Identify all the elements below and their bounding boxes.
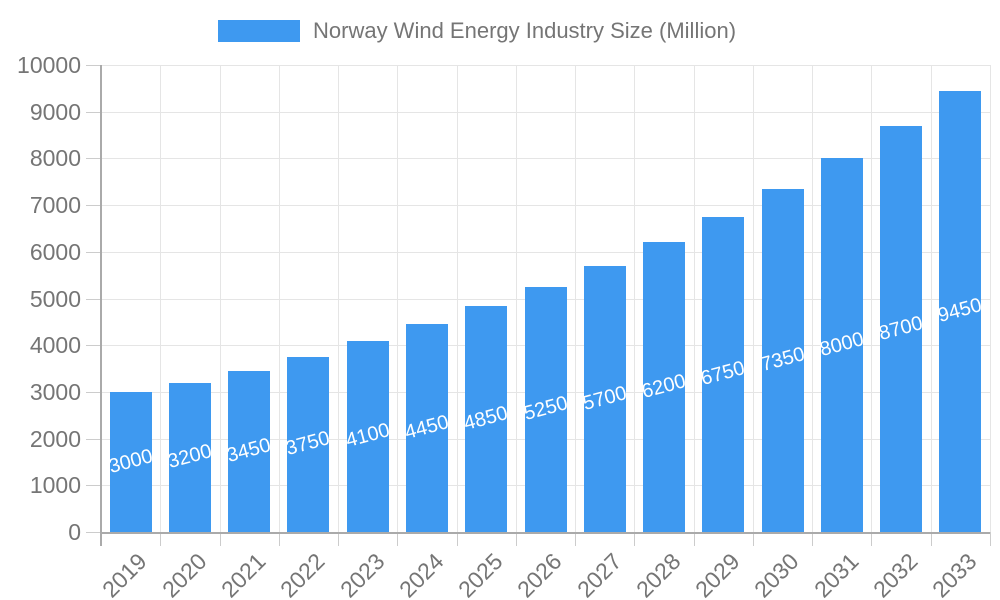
x-axis-tick-label: 2028 bbox=[630, 548, 686, 600]
bar-2020[interactable] bbox=[168, 382, 211, 532]
x-axis-tick bbox=[752, 532, 754, 546]
y-axis-tick-label: 5000 bbox=[29, 285, 81, 312]
bar-2025[interactable] bbox=[465, 305, 508, 532]
y-axis-line bbox=[100, 65, 102, 546]
y-gridline bbox=[101, 65, 990, 66]
x-axis-tick bbox=[990, 532, 991, 546]
y-axis-tick-label: 7000 bbox=[29, 192, 81, 219]
x-axis-tick bbox=[871, 532, 873, 546]
x-gridline bbox=[456, 65, 458, 532]
y-axis-tick-label: 4000 bbox=[29, 332, 81, 359]
x-axis-tick bbox=[515, 532, 517, 546]
y-axis-tick bbox=[86, 205, 101, 207]
y-axis-tick-label: 3000 bbox=[29, 378, 81, 405]
x-gridline bbox=[397, 65, 399, 532]
x-axis-tick bbox=[634, 532, 636, 546]
y-axis-tick bbox=[86, 251, 101, 253]
y-axis-tick bbox=[86, 65, 101, 66]
bar-2028[interactable] bbox=[643, 242, 686, 532]
x-axis-tick-label: 2020 bbox=[156, 548, 212, 600]
y-axis-tick bbox=[86, 111, 101, 113]
x-axis-tick-label: 2029 bbox=[690, 548, 745, 600]
x-axis-tick bbox=[278, 532, 280, 546]
y-axis-tick-label: 9000 bbox=[29, 98, 81, 125]
y-gridline bbox=[101, 251, 990, 253]
y-axis-tick bbox=[86, 298, 101, 300]
x-axis-tick-label: 2024 bbox=[393, 548, 449, 600]
y-gridline bbox=[101, 111, 990, 113]
x-gridline bbox=[575, 65, 577, 532]
x-gridline bbox=[990, 65, 991, 532]
bar-2022[interactable] bbox=[287, 356, 330, 532]
y-axis-tick bbox=[86, 158, 101, 160]
x-gridline bbox=[515, 65, 517, 532]
bar-2031[interactable] bbox=[820, 158, 863, 532]
x-gridline bbox=[278, 65, 280, 532]
bar-2026[interactable] bbox=[524, 286, 567, 532]
x-gridline bbox=[338, 65, 340, 532]
y-axis-tick-label: 8000 bbox=[29, 145, 81, 172]
y-axis-tick-label: 2000 bbox=[29, 425, 81, 452]
x-axis-tick-label: 2025 bbox=[453, 548, 508, 600]
x-gridline bbox=[812, 65, 814, 532]
x-gridline bbox=[871, 65, 873, 532]
bar-2024[interactable] bbox=[405, 324, 448, 532]
bar-2032[interactable] bbox=[880, 125, 923, 532]
x-axis-tick-label: 2033 bbox=[927, 548, 982, 600]
bar-2027[interactable] bbox=[583, 265, 626, 532]
bar-2033[interactable] bbox=[939, 90, 982, 532]
y-axis-tick-label: 6000 bbox=[29, 238, 81, 265]
y-gridline bbox=[101, 205, 990, 207]
x-axis-tick-label: 2027 bbox=[571, 548, 627, 600]
x-axis-line bbox=[100, 532, 990, 534]
x-gridline bbox=[930, 65, 932, 532]
x-axis-tick bbox=[456, 532, 458, 546]
x-axis-tick-label: 2022 bbox=[275, 548, 330, 600]
x-axis-tick-label: 2023 bbox=[334, 548, 390, 600]
x-gridline bbox=[160, 65, 162, 532]
bar-2029[interactable] bbox=[702, 216, 745, 532]
y-axis-tick bbox=[86, 438, 101, 440]
x-axis-tick-label: 2032 bbox=[867, 548, 923, 600]
x-gridline bbox=[634, 65, 636, 532]
y-axis-tick bbox=[86, 345, 101, 347]
x-gridline bbox=[693, 65, 695, 532]
x-axis-tick bbox=[575, 532, 577, 546]
y-axis-tick-label: 1000 bbox=[29, 472, 81, 499]
bar-2030[interactable] bbox=[761, 188, 804, 532]
x-axis-tick-label: 2031 bbox=[808, 548, 864, 600]
y-gridline bbox=[101, 158, 990, 160]
y-axis-tick bbox=[86, 532, 101, 533]
x-axis-tick-label: 2019 bbox=[97, 548, 153, 600]
y-axis-tick-label: 0 bbox=[68, 519, 81, 545]
bar-2019[interactable] bbox=[109, 391, 152, 532]
legend-swatch-icon bbox=[218, 20, 300, 42]
x-axis-tick bbox=[338, 532, 340, 546]
bar-2021[interactable] bbox=[228, 370, 271, 532]
x-axis-tick bbox=[219, 532, 221, 546]
bar-2023[interactable] bbox=[346, 340, 389, 532]
legend-label: Norway Wind Energy Industry Size (Millio… bbox=[313, 18, 737, 43]
x-axis-tick bbox=[930, 532, 932, 546]
x-axis-tick bbox=[693, 532, 695, 546]
y-axis-tick bbox=[86, 485, 101, 487]
x-axis-tick-label: 2026 bbox=[512, 548, 567, 600]
legend-item[interactable]: Norway Wind Energy Industry Size (Millio… bbox=[218, 18, 736, 44]
y-axis-tick bbox=[86, 391, 101, 393]
x-axis-tick-label: 2021 bbox=[215, 548, 271, 600]
x-gridline bbox=[219, 65, 221, 532]
x-axis-tick-label: 2030 bbox=[749, 548, 804, 600]
x-axis-tick bbox=[397, 532, 399, 546]
x-axis-tick bbox=[160, 532, 162, 546]
x-axis-tick bbox=[812, 532, 814, 546]
x-gridline bbox=[752, 65, 754, 532]
y-axis-tick-label: 10000 bbox=[17, 52, 81, 78]
